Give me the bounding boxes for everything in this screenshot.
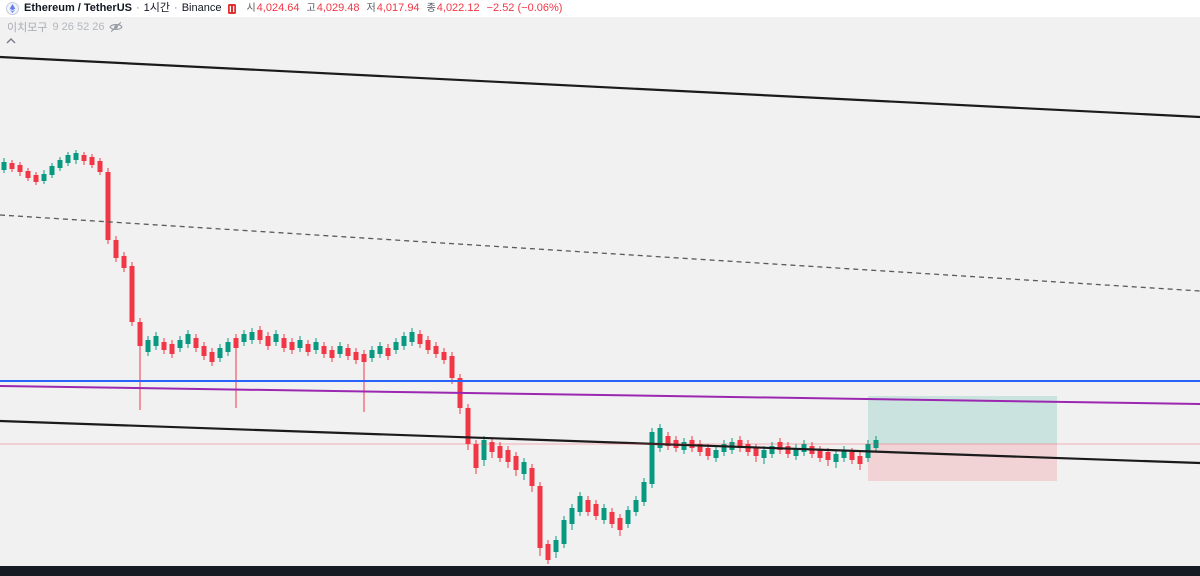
upper-trendline[interactable] xyxy=(0,55,1200,119)
symbol-name[interactable]: Ethereum / TetherUS xyxy=(24,2,132,14)
separator-dot: · xyxy=(136,2,140,14)
close-value: 4,022.12 xyxy=(436,2,480,14)
purple-trendline[interactable] xyxy=(0,385,1200,405)
low-value: 4,017.94 xyxy=(376,2,420,14)
exchange-label[interactable]: Binance xyxy=(181,2,222,14)
candles-layer xyxy=(1,150,879,564)
separator-dot: · xyxy=(174,2,178,14)
lower-trendline[interactable] xyxy=(0,419,1200,465)
eye-off-icon[interactable] xyxy=(109,21,124,33)
high-label: 고 xyxy=(306,3,316,14)
symbol-header: Ethereum / TetherUS · 1시간 · Binance 시 4,… xyxy=(0,0,1200,17)
indicator-legend[interactable]: 이치모구 9 26 52 26 xyxy=(7,19,124,35)
change-value: −2.52 (−0.06%) xyxy=(486,2,563,14)
candlestick-icon xyxy=(227,3,237,15)
collapse-chevron-icon[interactable] xyxy=(4,35,18,47)
bottom-bar xyxy=(0,566,1200,576)
position-stop-zone[interactable] xyxy=(868,444,1057,481)
indicator-name[interactable]: 이치모구 xyxy=(7,22,48,34)
drawing-lines xyxy=(0,55,1200,465)
long-position-tool[interactable] xyxy=(868,396,1057,481)
dashed-mid-trendline[interactable] xyxy=(0,214,1200,292)
open-value: 4,024.64 xyxy=(256,2,300,14)
position-profit-zone[interactable] xyxy=(868,396,1057,444)
ethereum-logo[interactable] xyxy=(6,2,19,15)
open-label: 시 xyxy=(246,3,256,14)
high-value: 4,029.48 xyxy=(316,2,360,14)
low-label: 저 xyxy=(366,3,376,14)
close-label: 종 xyxy=(426,3,436,14)
ohlc-values: 시 4,024.64 고 4,029.48 저 4,017.94 종 4,022… xyxy=(246,0,562,17)
indicator-params: 9 26 52 26 xyxy=(52,21,105,33)
interval-label[interactable]: 1시간 xyxy=(143,2,171,14)
